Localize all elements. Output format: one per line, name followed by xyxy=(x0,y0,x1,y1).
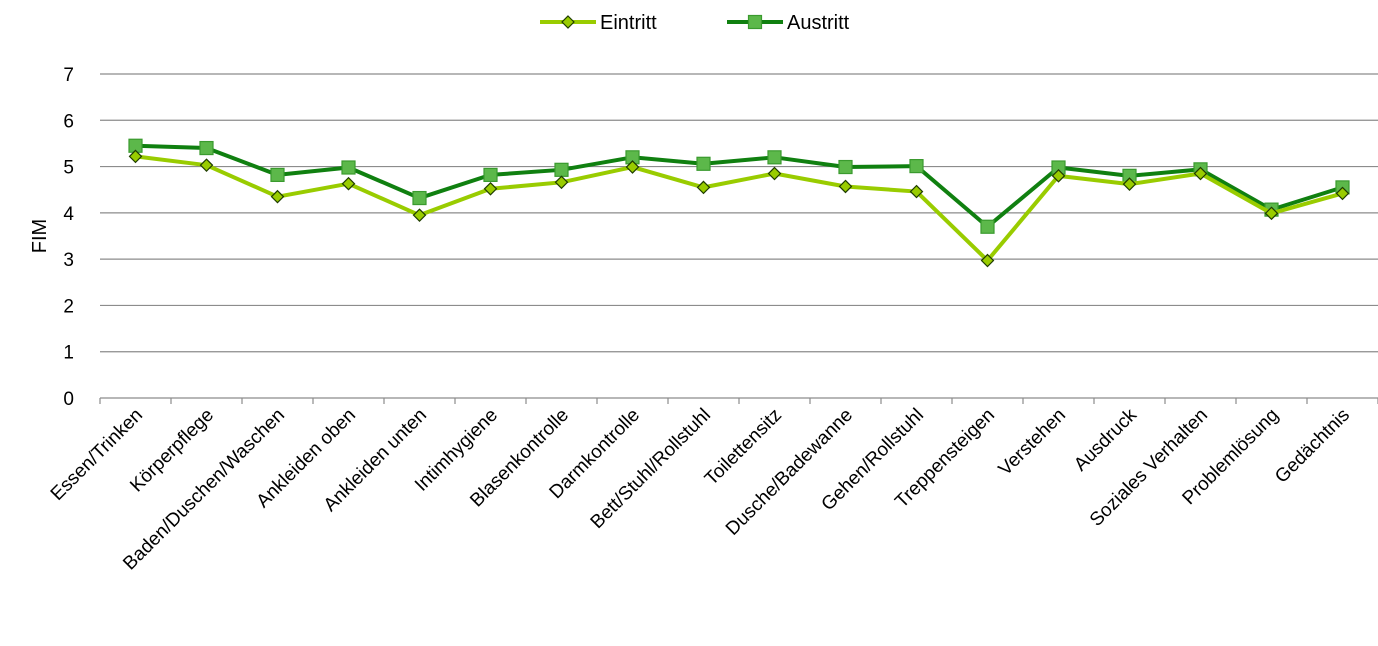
data-point xyxy=(1193,166,1208,181)
data-point xyxy=(270,189,285,204)
data-point xyxy=(767,150,782,165)
data-point xyxy=(838,179,853,194)
series-eintritt xyxy=(128,149,1350,268)
x-tick-label: Essen/Trinken xyxy=(47,405,147,505)
series-line xyxy=(135,143,1344,229)
gridlines xyxy=(100,73,1378,399)
x-tick-label: Gedächtnis xyxy=(1271,405,1354,488)
data-point xyxy=(980,253,995,268)
data-point xyxy=(483,181,498,196)
y-tick-label: 7 xyxy=(63,65,74,86)
data-point xyxy=(980,219,995,234)
x-tick-label: Bett/Stuhl/Rollstuhl xyxy=(587,405,715,533)
legend-entry-austritt: Austritt xyxy=(727,12,850,34)
data-point xyxy=(554,162,569,177)
data-point xyxy=(838,159,853,175)
data-point xyxy=(412,190,427,206)
data-point xyxy=(270,167,285,183)
legend: Eintritt Austritt xyxy=(540,12,850,34)
data-point xyxy=(1264,206,1279,221)
data-point xyxy=(554,175,569,190)
x-tick-labels: Essen/TrinkenKörperpflegeBaden/Duschen/W… xyxy=(47,404,1354,574)
y-tick-label: 0 xyxy=(63,389,74,410)
y-tick-label: 1 xyxy=(63,343,74,364)
x-tick-label: Soziales Verhalten xyxy=(1086,405,1212,531)
legend-entry-eintritt: Eintritt xyxy=(540,12,657,34)
data-point xyxy=(767,166,782,181)
data-point xyxy=(199,140,214,156)
x-tick-label: Verstehen xyxy=(995,405,1070,480)
data-point xyxy=(128,149,143,164)
series-austritt xyxy=(128,138,1350,234)
y-tick-label: 2 xyxy=(63,296,74,317)
data-point xyxy=(625,160,640,174)
legend-marker xyxy=(561,15,575,29)
legend-label: Eintritt xyxy=(600,12,657,34)
data-point xyxy=(909,159,924,174)
y-tick-labels: 0 1 2 3 4 5 6 7 xyxy=(63,65,74,410)
x-tick-label: Ausdruck xyxy=(1070,404,1141,475)
data-point xyxy=(341,176,356,191)
x-tick-label: Dusche/Badewanne xyxy=(722,405,857,540)
y-tick-label: 3 xyxy=(63,250,74,271)
y-tick-label: 4 xyxy=(63,204,74,225)
legend-marker xyxy=(747,14,763,30)
x-tick-marks xyxy=(99,398,1378,404)
data-point xyxy=(341,160,356,175)
data-point xyxy=(1051,168,1066,183)
data-point xyxy=(1335,186,1350,201)
data-point xyxy=(696,156,711,171)
y-tick-label: 5 xyxy=(63,158,74,179)
data-point xyxy=(909,184,924,199)
data-point xyxy=(412,208,427,223)
y-tick-label: 6 xyxy=(63,111,74,132)
data-point xyxy=(483,167,498,183)
y-axis-title: FIM xyxy=(29,219,51,253)
data-point xyxy=(1122,177,1137,192)
series-group xyxy=(128,138,1350,268)
data-point xyxy=(199,158,214,173)
series-line xyxy=(135,154,1344,263)
data-point xyxy=(696,180,711,195)
legend-label: Austritt xyxy=(787,12,850,34)
